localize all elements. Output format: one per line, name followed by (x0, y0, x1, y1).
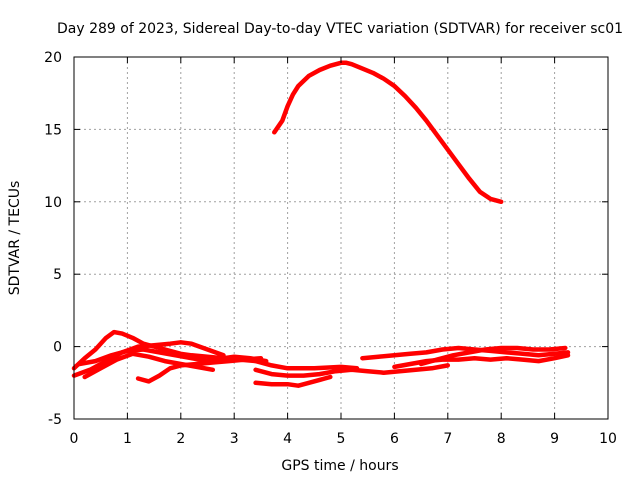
x-tick-label: 3 (230, 431, 239, 447)
data-series (71, 60, 571, 388)
series-line-arc-2 (71, 340, 226, 378)
chart-title: Day 289 of 2023, Sidereal Day-to-day VTE… (57, 21, 623, 37)
series-line-arc-6 (253, 363, 451, 378)
grid-lines (74, 57, 608, 419)
series-line-arc-7 (253, 374, 333, 388)
x-tick-label: 1 (123, 431, 132, 447)
x-tick-label: 4 (283, 431, 292, 447)
y-tick-label: 5 (53, 267, 62, 283)
x-axis-label: GPS time / hours (281, 458, 398, 474)
x-tick-label: 7 (443, 431, 452, 447)
x-tick-label: 8 (497, 431, 506, 447)
y-tick-label: -5 (48, 412, 62, 428)
series-line-arc-high (272, 60, 504, 205)
series-line-arc-10 (392, 353, 571, 370)
y-tick-label: 10 (44, 195, 62, 211)
x-tick-label: 0 (70, 431, 79, 447)
y-tick-label: 15 (44, 122, 62, 138)
y-axis-label: SDTVAR / TECUs (7, 181, 23, 296)
series-line-arc-5 (135, 355, 264, 384)
series-line-arc-8 (360, 345, 571, 361)
tick-labels: 0 1 2 3 4 5 6 7 8 9 10 -5 0 5 10 15 20 (44, 50, 617, 447)
x-tick-label: 9 (550, 431, 559, 447)
x-tick-label: 10 (599, 431, 617, 447)
x-tick-label: 5 (337, 431, 346, 447)
y-tick-label: 20 (44, 50, 62, 66)
axis-ticks (73, 56, 609, 420)
y-tick-label: 0 (53, 340, 62, 356)
x-tick-label: 6 (390, 431, 399, 447)
x-tick-label: 2 (176, 431, 185, 447)
